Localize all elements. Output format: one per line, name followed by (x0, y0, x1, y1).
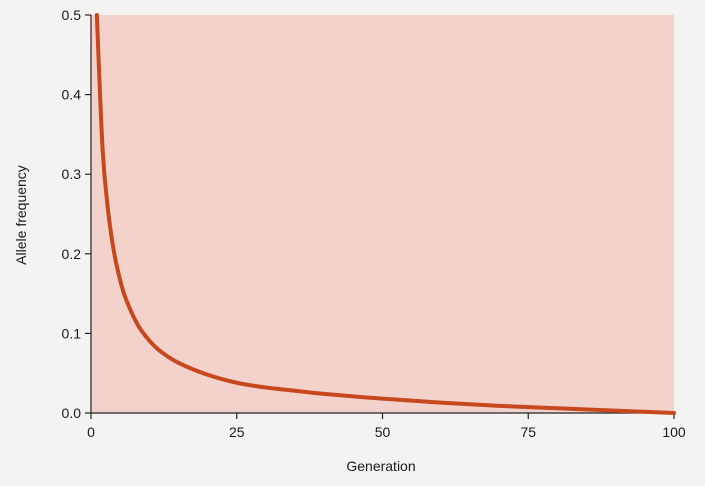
y-tick-label: 0.0 (62, 405, 82, 421)
y-tick-label: 0.1 (62, 325, 82, 341)
series-group (94, 13, 676, 415)
x-tick-label: 75 (520, 424, 536, 440)
y-tick-label: 0.4 (62, 87, 82, 103)
x-axis-label: Generation (346, 458, 415, 474)
series-line (94, 13, 676, 415)
x-tick-label: 50 (375, 424, 391, 440)
y-axis-ticks: 0.0 0.1 0.2 0.3 0.4 0.5 (62, 7, 91, 421)
y-tick-label: 0.3 (62, 166, 82, 182)
plot-area (91, 15, 674, 413)
y-tick-label: 0.5 (62, 7, 82, 23)
x-axis-ticks: 0 25 50 75 100 (87, 413, 686, 440)
x-tick-label: 0 (87, 424, 95, 440)
y-axis-label: Allele frequency (13, 165, 29, 265)
x-tick-label: 25 (229, 424, 245, 440)
y-tick-label: 0.2 (62, 246, 82, 262)
x-tick-label: 100 (662, 424, 686, 440)
